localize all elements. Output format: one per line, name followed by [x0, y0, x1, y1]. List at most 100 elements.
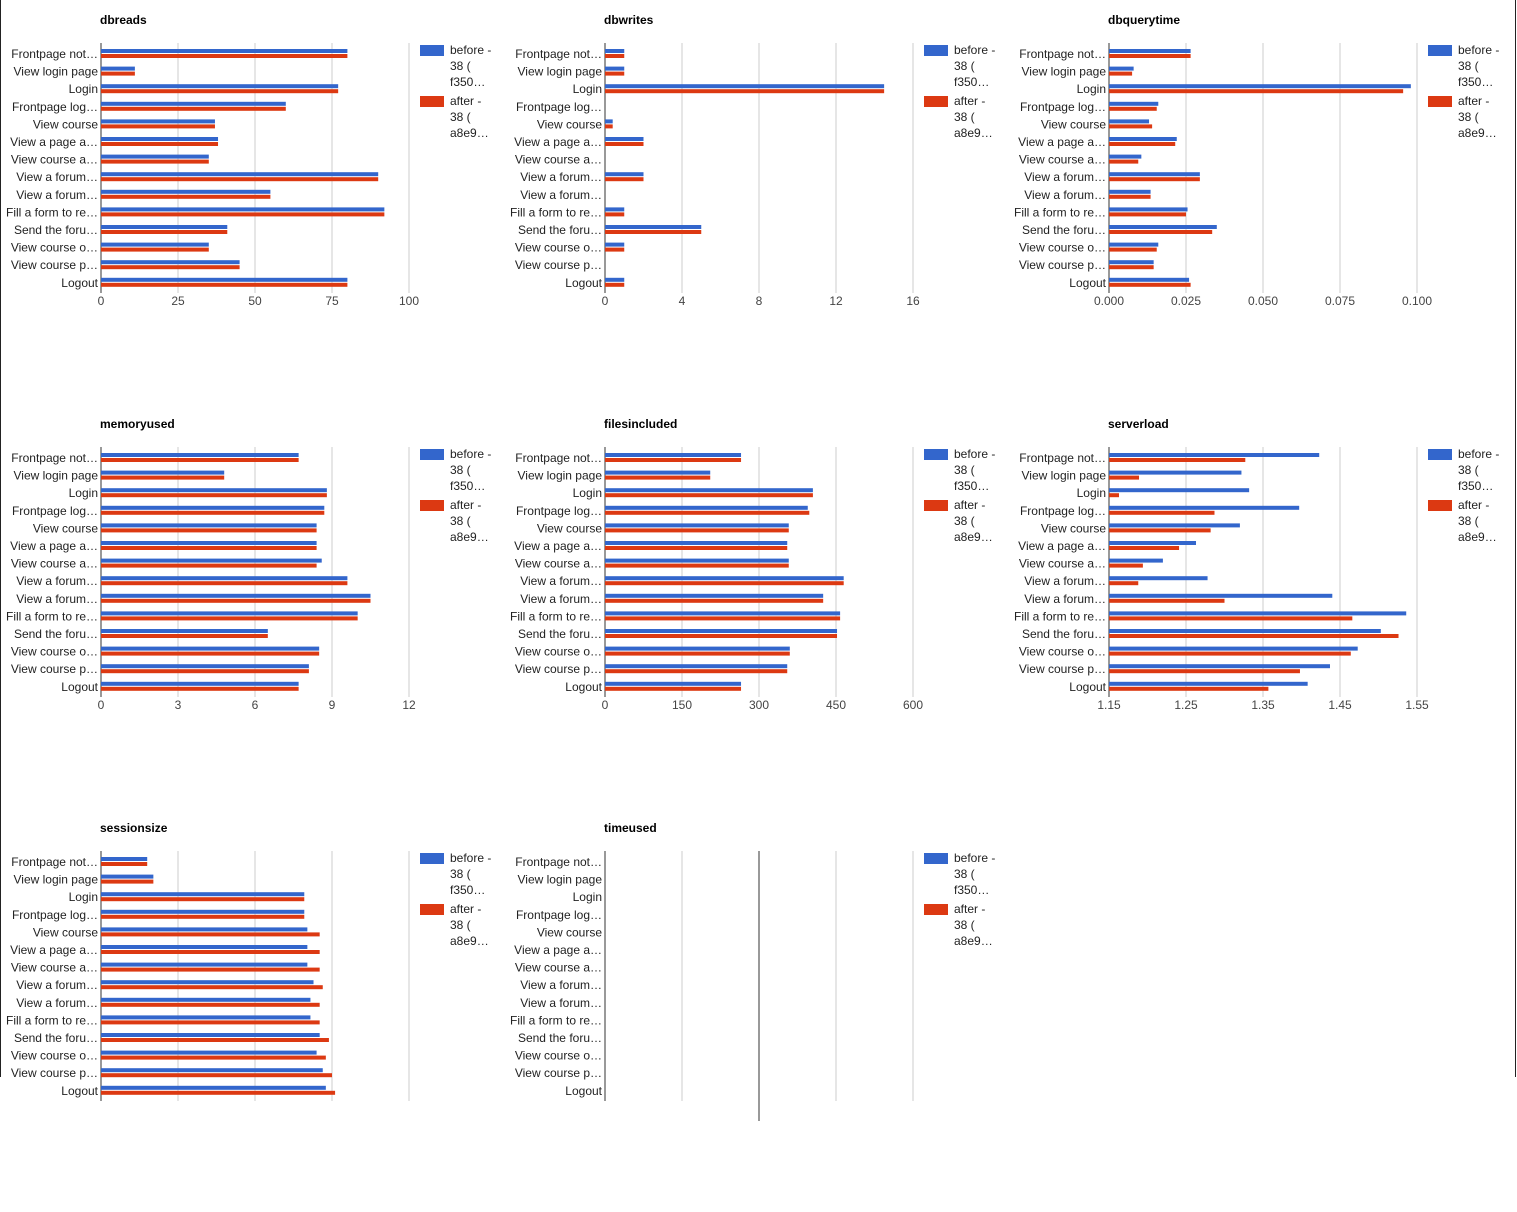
- category-label: View login page: [517, 873, 602, 887]
- bar-after: [1109, 142, 1176, 146]
- x-tick-label: 1.15: [1097, 698, 1121, 712]
- legend-label: after -38 (a8e9…: [954, 902, 993, 948]
- bar-before: [1109, 629, 1381, 633]
- bar-after: [1109, 71, 1133, 76]
- bar-after: [101, 54, 348, 58]
- bar-after: [101, 862, 148, 866]
- bar-after: [1109, 493, 1120, 498]
- bar-after: [605, 634, 838, 638]
- bar-before: [101, 857, 148, 861]
- x-tick-label: 1.25: [1174, 698, 1198, 712]
- category-label: View a forum…: [16, 188, 98, 202]
- category-label: View course p…: [11, 1066, 98, 1080]
- category-label: View a page a…: [514, 539, 602, 553]
- bar-before: [101, 523, 317, 528]
- chart-legend: before -38 (f350… after -38 (a8e9…: [1428, 446, 1512, 548]
- bar-after: [101, 1002, 320, 1007]
- bar-after: [1109, 247, 1157, 252]
- bar-after: [605, 212, 625, 217]
- bar-after: [101, 634, 268, 638]
- category-label: View course a…: [1019, 153, 1106, 167]
- category-label: View course p…: [515, 1066, 602, 1080]
- bar-before: [101, 207, 385, 212]
- chart-svg: Frontpage not… View login page Login Frontp…: [6, 851, 410, 1101]
- bar-before: [101, 962, 308, 967]
- bar-after: [101, 124, 215, 129]
- bar-after: [605, 230, 702, 234]
- category-label: View course o…: [515, 1049, 602, 1063]
- x-tick-label: 4: [679, 294, 686, 308]
- bar-before: [101, 49, 348, 53]
- chart-title: dbreads: [100, 13, 147, 27]
- category-label: Frontpage not…: [11, 451, 98, 465]
- bar-after: [605, 124, 613, 129]
- bar-after: [1109, 106, 1157, 111]
- bar-before: [101, 541, 317, 545]
- x-tick-label: 450: [826, 698, 846, 712]
- bar-before: [101, 172, 379, 177]
- bar-before: [605, 488, 813, 493]
- chart-legend: before -38 (f350… after -38 (a8e9…: [924, 446, 1008, 548]
- chart-svg: 0.000 0.025 0.050 0.075 0.100 Frontpage not… V…: [1014, 43, 1432, 308]
- bar-before: [101, 119, 215, 124]
- bar-before: [1109, 558, 1163, 563]
- category-label: View course p…: [515, 258, 602, 272]
- chart-panel-serverload: 1.15 1.25 1.35 1.45 1.55 Frontpage not… View l…: [1008, 404, 1512, 808]
- bar-before: [101, 470, 225, 475]
- bar-after: [101, 985, 323, 990]
- x-tick-label: 1.35: [1251, 698, 1275, 712]
- category-label: Fill a form to re…: [6, 609, 98, 623]
- bar-after: [605, 282, 625, 287]
- bar-after: [101, 247, 209, 252]
- bar-after: [1109, 212, 1186, 217]
- x-tick-label: 8: [756, 294, 763, 308]
- category-label: Frontpage not…: [1019, 451, 1106, 465]
- bar-after: [101, 598, 371, 603]
- bar-after: [101, 265, 240, 270]
- category-label: View course: [1041, 521, 1106, 535]
- bar-before: [1109, 576, 1208, 581]
- bar-after: [101, 950, 320, 954]
- bar-after: [605, 475, 711, 480]
- bar-before: [101, 242, 209, 247]
- bar-after: [605, 651, 790, 656]
- bar-before: [1109, 189, 1151, 194]
- bar-after: [1109, 54, 1191, 58]
- bar-before: [1109, 66, 1134, 71]
- bar-before: [101, 137, 219, 141]
- bar-after: [101, 212, 385, 217]
- legend-swatch: [1428, 96, 1452, 107]
- category-label: Login: [69, 890, 98, 904]
- category-label: Logout: [61, 680, 98, 694]
- bar-before: [1109, 242, 1159, 247]
- category-label: Fill a form to re…: [1014, 609, 1106, 623]
- bar-after: [101, 651, 320, 656]
- bar-before: [101, 980, 314, 985]
- legend-entry-before: before -38 (f350…: [924, 850, 1008, 898]
- legend-label: before -38 (f350…: [1458, 43, 1500, 89]
- category-label: Frontpage log…: [516, 100, 602, 114]
- legend-swatch: [420, 500, 444, 511]
- bar-after: [101, 1038, 329, 1042]
- bar-after: [101, 282, 348, 287]
- category-label: View login page: [1021, 469, 1106, 483]
- bar-before: [101, 874, 154, 879]
- legend-entry-after: after -38 (a8e9…: [420, 901, 504, 949]
- chart-legend: before -38 (f350… after -38 (a8e9…: [924, 42, 1008, 144]
- category-label: View course: [537, 117, 602, 131]
- category-label: Login: [1077, 486, 1106, 500]
- bar-before: [1109, 137, 1177, 141]
- bar-before: [1109, 154, 1142, 159]
- bar-before: [605, 172, 644, 177]
- bar-before: [101, 66, 135, 71]
- bar-after: [101, 546, 317, 550]
- bar-after: [1109, 651, 1351, 656]
- category-label: Frontpage not…: [515, 47, 602, 61]
- chart-legend: before -38 (f350… after -38 (a8e9…: [420, 42, 504, 144]
- bar-after: [605, 142, 644, 146]
- legend-swatch: [924, 45, 948, 56]
- category-label: Login: [573, 486, 602, 500]
- x-tick-label: 50: [248, 294, 262, 308]
- bar-before: [605, 207, 625, 212]
- legend-entry-before: before -38 (f350…: [420, 42, 504, 90]
